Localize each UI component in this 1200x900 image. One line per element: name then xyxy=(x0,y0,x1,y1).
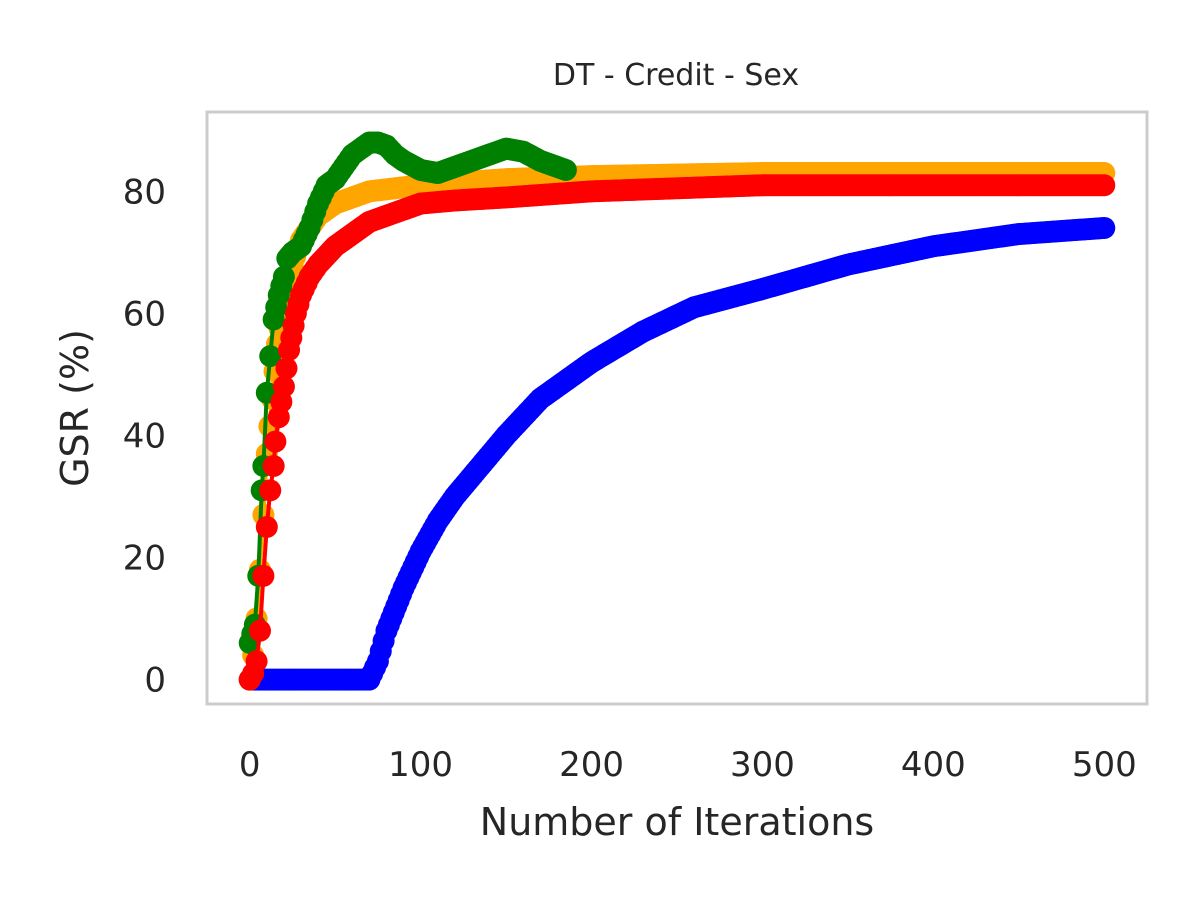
series-0-point xyxy=(1093,216,1116,239)
chart-title: DT - Credit - Sex xyxy=(553,58,799,93)
series-3-point xyxy=(264,430,287,453)
x-tick-label: 200 xyxy=(559,745,624,785)
plot-frame xyxy=(205,110,1149,706)
series-layer xyxy=(238,131,1116,691)
y-tick-label: 80 xyxy=(123,172,166,212)
series-2-point xyxy=(272,265,295,288)
series-2 xyxy=(238,131,577,654)
y-axis-label: GSR (%) xyxy=(53,329,97,487)
series-3-point xyxy=(275,357,298,380)
series-3 xyxy=(238,174,1116,691)
series-3-point xyxy=(262,454,285,477)
series-line-3 xyxy=(247,183,1105,681)
x-axis-label: Number of Iterations xyxy=(480,800,874,844)
y-tick-label: 20 xyxy=(123,539,166,579)
y-tick-label: 40 xyxy=(123,416,166,456)
series-2-point xyxy=(259,345,282,368)
x-ticks: 0 100 200 300 400 500 xyxy=(239,745,1137,785)
x-tick-label: 300 xyxy=(730,745,795,785)
x-tick-label: 500 xyxy=(1072,745,1137,785)
y-tick-label: 60 xyxy=(123,294,166,334)
series-0 xyxy=(238,216,1116,691)
series-3-point xyxy=(1093,174,1116,197)
series-3-point xyxy=(272,375,295,398)
series-line-0 xyxy=(249,225,1105,682)
y-ticks: 0 20 40 60 80 xyxy=(123,172,166,700)
series-2-point xyxy=(554,158,577,181)
x-tick-label: 0 xyxy=(239,745,261,785)
series-3-point xyxy=(252,564,275,587)
x-tick-label: 400 xyxy=(901,745,966,785)
series-3-point xyxy=(248,619,271,642)
series-3-point xyxy=(259,479,282,502)
y-tick-label: 0 xyxy=(144,661,166,701)
series-3-point xyxy=(245,650,268,673)
series-3-point xyxy=(255,516,278,539)
x-tick-label: 100 xyxy=(388,745,453,785)
